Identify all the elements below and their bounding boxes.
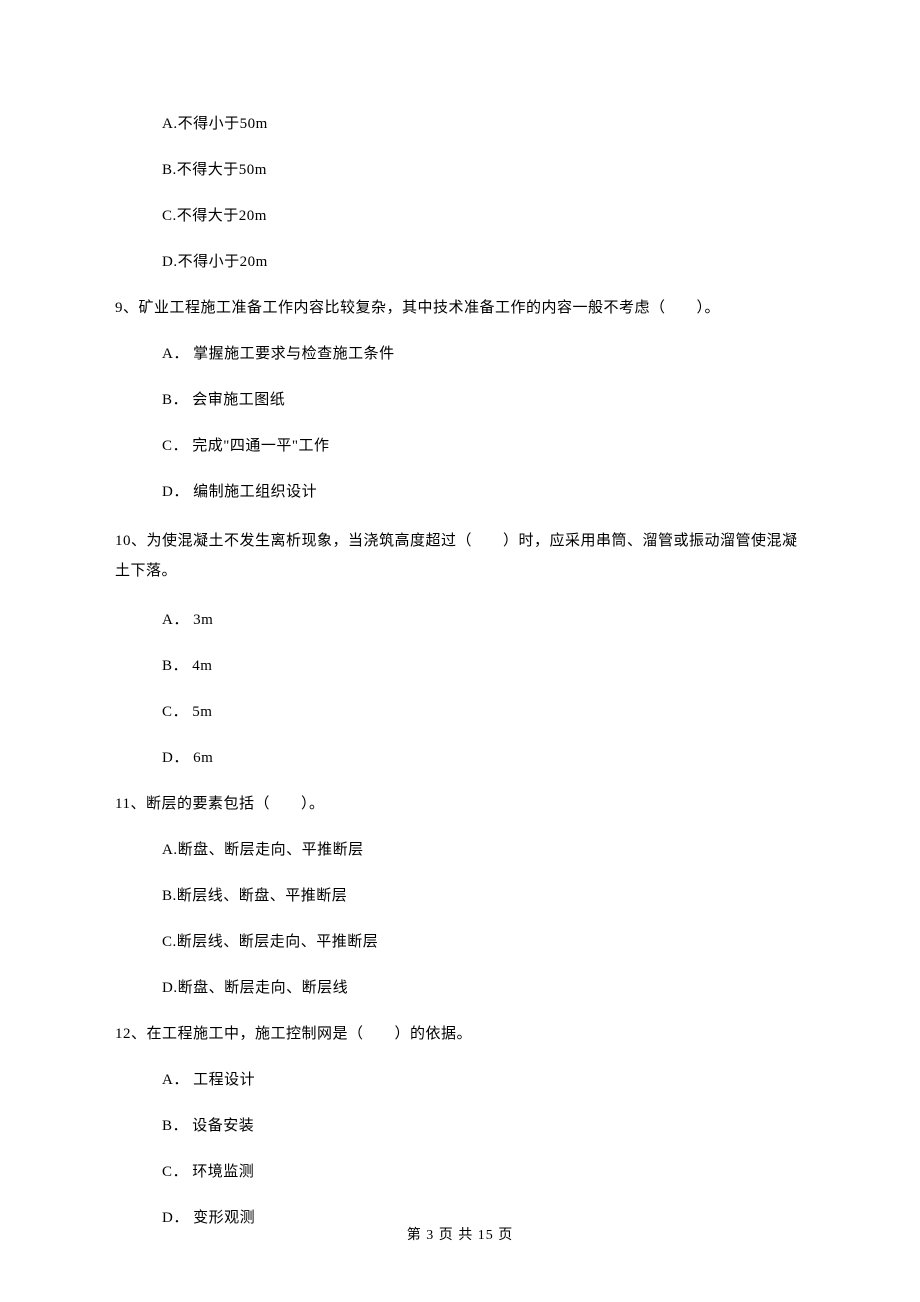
option-text: D． 6m [162, 746, 805, 770]
option-text: A． 掌握施工要求与检查施工条件 [162, 342, 805, 366]
option-text: C． 完成"四通一平"工作 [162, 434, 805, 458]
question-text: 12、在工程施工中，施工控制网是（ ）的依据。 [115, 1026, 472, 1042]
option-text: B． 4m [162, 654, 805, 678]
option-text: B.不得大于50m [162, 158, 805, 182]
option-text: A． 工程设计 [162, 1068, 805, 1092]
option-text: A． 3m [162, 608, 805, 632]
option-text: C.不得大于20m [162, 204, 805, 228]
question-text: 9、矿业工程施工准备工作内容比较复杂，其中技术准备工作的内容一般不考虑（ ）。 [115, 300, 720, 316]
question-10: 10、为使混凝土不发生离析现象，当浇筑高度超过（ ）时，应采用串筒、溜管或振动溜… [115, 526, 805, 586]
question-11: 11、断层的要素包括（ ）。 [115, 792, 805, 816]
option-text: C． 5m [162, 700, 805, 724]
option-text: C.断层线、断层走向、平推断层 [162, 930, 805, 954]
option-text: B． 设备安装 [162, 1114, 805, 1138]
option-text: A.断盘、断层走向、平推断层 [162, 838, 805, 862]
option-text: D.不得小于20m [162, 250, 805, 274]
option-text: C． 环境监测 [162, 1160, 805, 1184]
question-9: 9、矿业工程施工准备工作内容比较复杂，其中技术准备工作的内容一般不考虑（ ）。 [115, 296, 805, 320]
option-text: D． 编制施工组织设计 [162, 480, 805, 504]
option-text: D.断盘、断层走向、断层线 [162, 976, 805, 1000]
page-number: 第 3 页 共 15 页 [407, 1228, 514, 1243]
question-text: 11、断层的要素包括（ ）。 [115, 796, 324, 812]
page-footer: 第 3 页 共 15 页 [0, 1225, 920, 1247]
page-content: A.不得小于50m B.不得大于50m C.不得大于20m D.不得小于20m … [0, 0, 920, 1230]
question-12: 12、在工程施工中，施工控制网是（ ）的依据。 [115, 1022, 805, 1046]
option-text: B.断层线、断盘、平推断层 [162, 884, 805, 908]
question-text: 10、为使混凝土不发生离析现象，当浇筑高度超过（ ）时，应采用串筒、溜管或振动溜… [115, 533, 798, 579]
option-text: A.不得小于50m [162, 112, 805, 136]
option-text: B． 会审施工图纸 [162, 388, 805, 412]
